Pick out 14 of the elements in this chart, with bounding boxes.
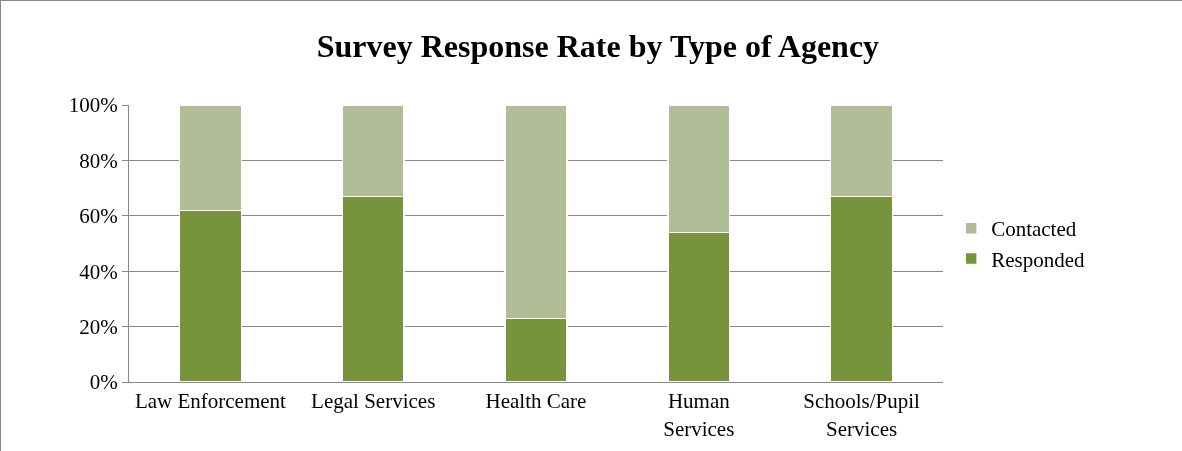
y-tick-label: 80% [79,148,118,173]
x-tick-label: Health Care [485,389,587,414]
y-tick-label: 60% [79,204,118,229]
x-tick-label: Schools/Pupil Services [803,389,921,441]
x-tick-label: Law Enforcement [134,389,287,414]
chart-title: Survey Response Rate by Type of Agency [316,28,880,65]
legend-label: Contacted [991,217,1077,242]
y-tick-label: 20% [79,314,118,339]
y-tick-label: 40% [79,259,118,284]
y-tick-label: 0% [89,370,118,395]
legend-label: Responded [991,247,1085,272]
x-tick-label: Legal Services [311,389,436,414]
y-tick-label: 100% [68,93,118,118]
x-tick-label: Human Services [663,389,735,441]
